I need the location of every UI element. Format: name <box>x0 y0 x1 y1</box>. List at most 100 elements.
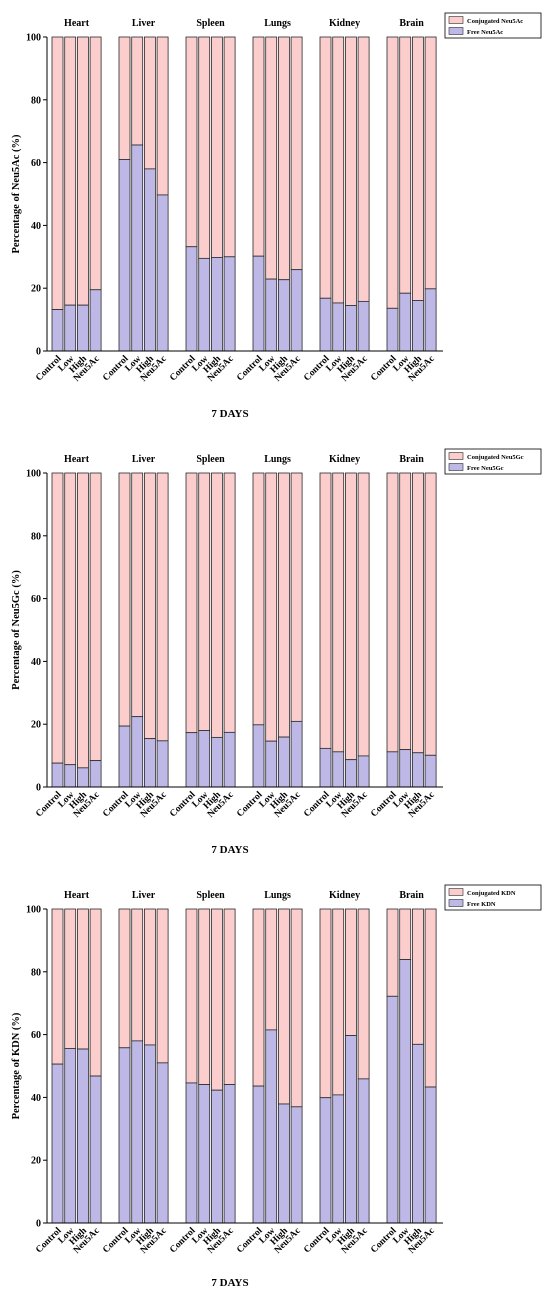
y-tick-label: 80 <box>31 531 41 542</box>
y-tick-label: 0 <box>36 1219 41 1230</box>
chart-panel-1: HeartControlLowHighNeu5AcLiverControlLow… <box>11 12 542 420</box>
bar-conjugated <box>424 36 437 290</box>
bar-conjugated <box>386 472 399 753</box>
y-tick-label: 60 <box>31 594 41 605</box>
group-label: Kidney <box>329 890 360 901</box>
bar-conjugated <box>252 472 265 726</box>
bar-free <box>143 1044 156 1224</box>
bar-free <box>51 762 64 788</box>
bar-conjugated <box>89 908 102 1077</box>
bar-conjugated <box>290 36 303 271</box>
legend-label-free: Free Neu5Ac <box>467 29 503 36</box>
y-axis-title: Percentage of Neu5Gc (%) <box>11 570 22 690</box>
bar-free <box>223 1084 236 1224</box>
y-tick-label: 40 <box>31 221 41 232</box>
bar-free <box>411 300 424 352</box>
x-axis-title: 7 DAYS <box>211 844 248 856</box>
bar-conjugated <box>357 908 370 1080</box>
bar-free <box>424 288 437 352</box>
bar-conjugated <box>223 472 236 733</box>
bar-free <box>319 747 332 788</box>
bar-free <box>77 767 89 788</box>
bar-conjugated <box>399 36 412 294</box>
legend-swatch-conjugated <box>448 16 464 24</box>
bar-free <box>223 256 236 352</box>
legend-label-conjugated: Conjugated Neu5Gc <box>467 454 524 461</box>
bar-conjugated <box>344 472 357 761</box>
bar-conjugated <box>77 472 89 769</box>
bar-free <box>399 749 412 788</box>
bar-free <box>51 309 64 352</box>
bar-conjugated <box>185 908 198 1084</box>
bar-conjugated <box>290 908 303 1108</box>
bar-free <box>89 289 102 352</box>
group-label: Brain <box>399 890 424 901</box>
bar-free <box>89 760 102 788</box>
bar-conjugated <box>252 908 265 1087</box>
bar-conjugated <box>344 36 357 306</box>
bar-conjugated <box>118 36 131 160</box>
bar-conjugated <box>411 472 424 754</box>
bar-conjugated <box>332 472 345 753</box>
chart-panel-3: HeartControlLowHighNeu5AcLiverControlLow… <box>11 884 542 1289</box>
bar-conjugated <box>198 908 211 1085</box>
bar-conjugated <box>156 472 169 742</box>
bar-conjugated <box>332 908 345 1096</box>
bar-free <box>64 1048 77 1224</box>
group-label: Liver <box>132 890 156 901</box>
bar-free <box>332 302 345 352</box>
group-label: Liver <box>132 18 156 29</box>
bar-conjugated <box>265 472 278 742</box>
bar-conjugated <box>89 472 102 762</box>
bar-free <box>252 724 265 788</box>
bar-conjugated <box>411 36 424 301</box>
bar-conjugated <box>64 472 77 766</box>
legend-label-free: Free Neu5Gc <box>467 465 504 472</box>
bar-free <box>118 725 131 788</box>
bar-conjugated <box>51 908 64 1065</box>
bar-free <box>252 255 265 352</box>
y-tick-label: 100 <box>26 469 41 480</box>
bar-free <box>156 194 169 352</box>
bar-conjugated <box>143 908 156 1046</box>
bar-conjugated <box>319 472 332 749</box>
bar-free <box>424 754 437 788</box>
bar-free <box>223 731 236 788</box>
legend-label-conjugated: Conjugated KDN <box>467 890 516 897</box>
bar-conjugated <box>290 472 303 722</box>
bar-free <box>319 297 332 352</box>
bar-free <box>64 304 77 352</box>
legend-label-conjugated: Conjugated Neu5Ac <box>467 18 523 25</box>
bar-conjugated <box>386 908 399 997</box>
bar-conjugated <box>156 908 169 1064</box>
bar-conjugated <box>319 908 332 1099</box>
bar-conjugated <box>223 36 236 258</box>
bar-free <box>185 732 198 788</box>
bar-conjugated <box>277 36 290 281</box>
y-tick-label: 80 <box>31 95 41 106</box>
y-tick-label: 100 <box>26 905 41 916</box>
bar-free <box>265 740 278 788</box>
bar-conjugated <box>143 472 156 740</box>
y-tick-label: 60 <box>31 158 41 169</box>
y-tick-label: 20 <box>31 284 41 295</box>
bar-free <box>290 269 303 352</box>
legend-swatch-free <box>448 899 464 907</box>
bar-conjugated <box>399 908 412 960</box>
bar-conjugated <box>223 908 236 1085</box>
group-label: Heart <box>64 890 90 901</box>
y-tick-label: 60 <box>31 1030 41 1041</box>
bar-free <box>118 159 131 352</box>
group-label: Lungs <box>264 890 291 901</box>
x-axis-title: 7 DAYS <box>211 408 248 420</box>
bar-conjugated <box>265 908 278 1031</box>
bar-free <box>143 168 156 352</box>
bar-free <box>332 1094 345 1224</box>
bar-conjugated <box>411 908 424 1045</box>
bar-conjugated <box>265 36 278 280</box>
bar-conjugated <box>198 472 211 731</box>
bar-free <box>332 751 345 788</box>
bar-conjugated <box>131 36 144 146</box>
y-tick-label: 100 <box>26 33 41 44</box>
